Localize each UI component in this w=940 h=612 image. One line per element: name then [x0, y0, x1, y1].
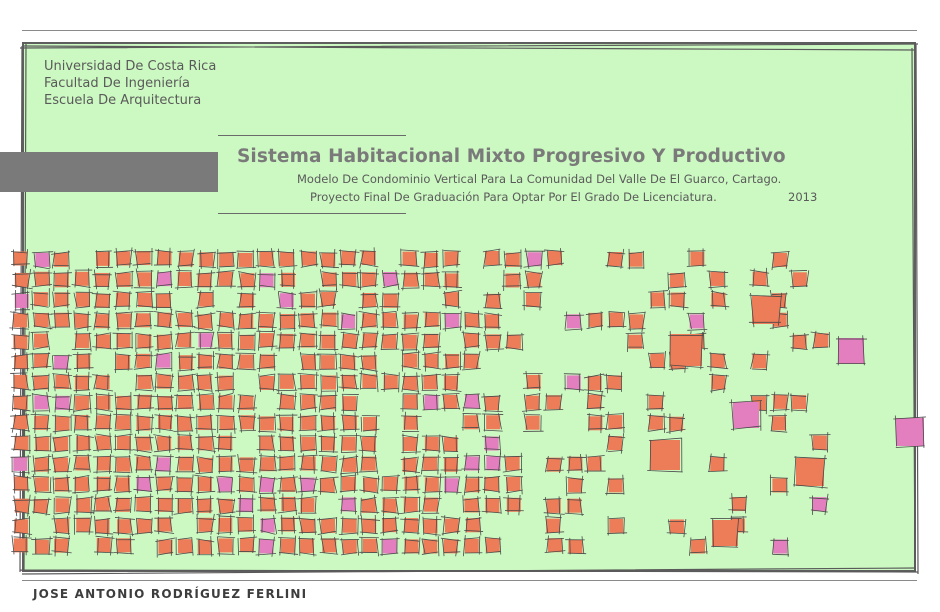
subtitle-model: Modelo De Condominio Vertical Para La Co… [297, 172, 782, 186]
gray-band [0, 152, 218, 192]
page-title: Sistema Habitacional Mixto Progresivo Y … [237, 146, 786, 167]
faculty-name: Facultad De Ingeniería [44, 76, 190, 91]
top-rule [22, 30, 917, 31]
university-name: Universidad De Costa Rica [44, 59, 217, 74]
author-name: JOSE ANTONIO RODRÍGUEZ FERLINI [33, 587, 308, 601]
school-name: Escuela De Arquitectura [44, 93, 202, 108]
title-rule-bottom [218, 213, 406, 214]
institution-block: Universidad De Costa Rica Facultad De In… [44, 58, 216, 109]
bottom-rule [22, 580, 917, 581]
cover-frame [22, 42, 916, 572]
title-rule-top [218, 135, 406, 136]
year: 2013 [788, 190, 818, 204]
subtitle-project: Proyecto Final De Graduación Para Optar … [310, 190, 717, 204]
